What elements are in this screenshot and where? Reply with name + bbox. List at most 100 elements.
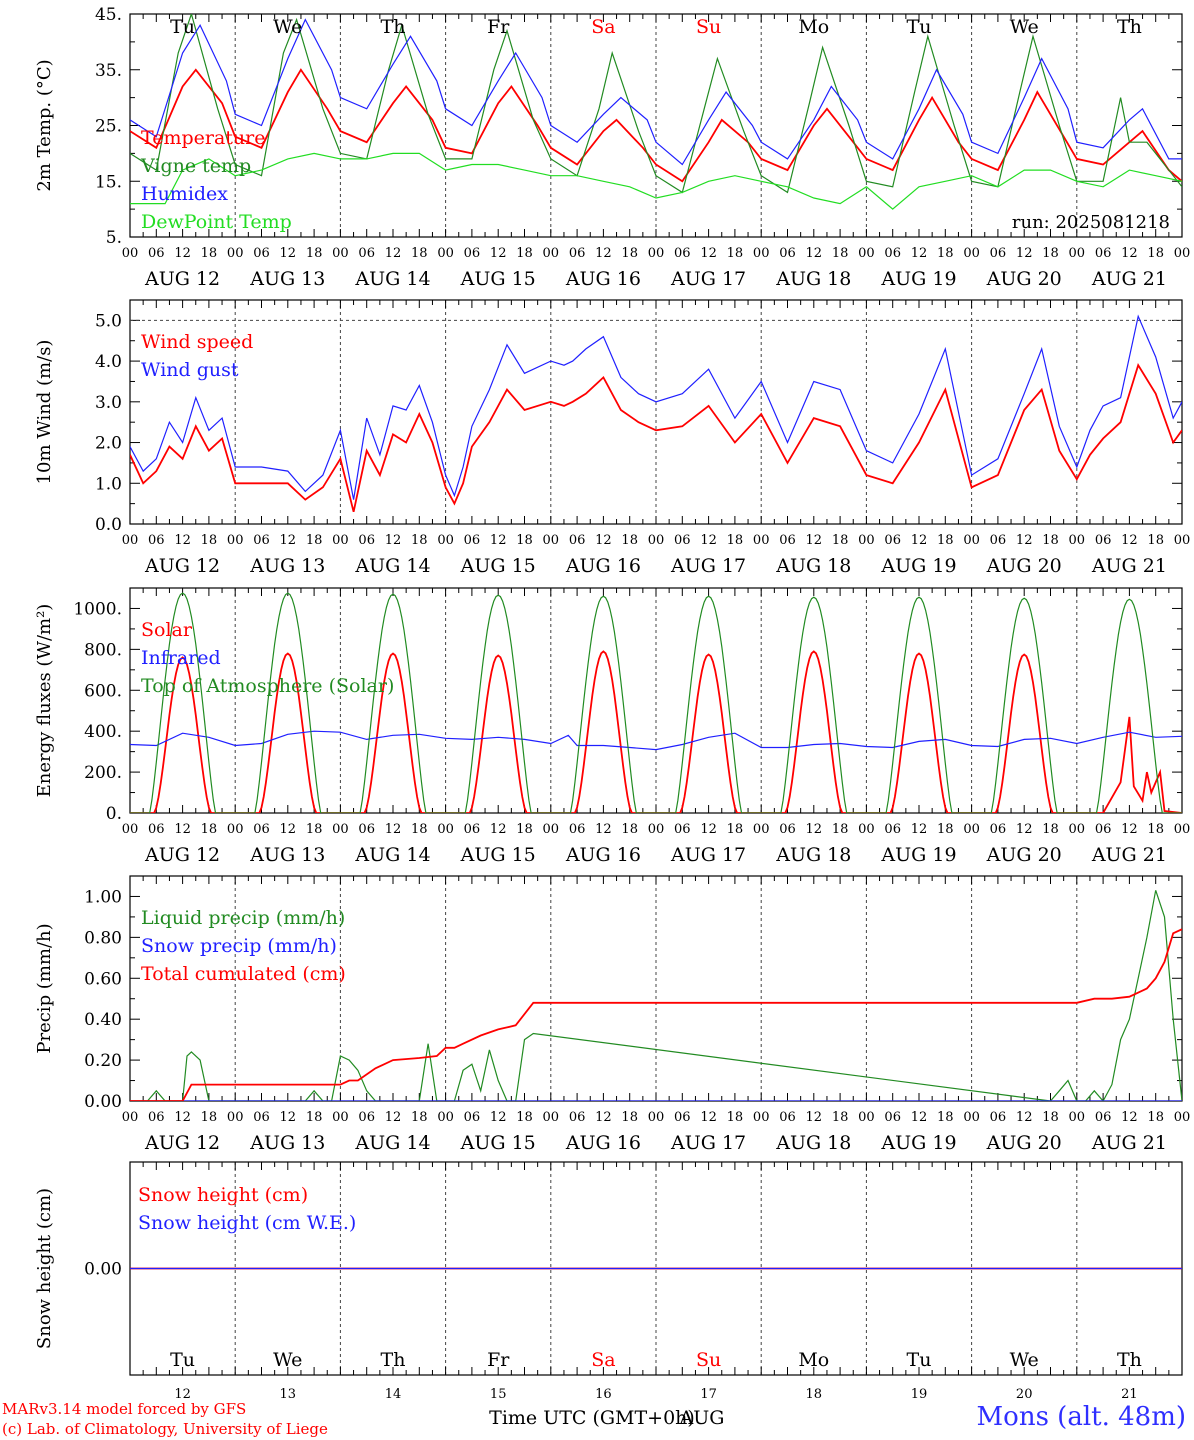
hour-tick-label: 00 (963, 822, 980, 837)
hour-tick-label: 06 (884, 822, 901, 837)
hour-tick-label: 18 (937, 533, 954, 548)
hour-tick-label: 06 (358, 533, 375, 548)
y-tick-label: 0.20 (84, 1051, 122, 1071)
date-label: AUG 15 (460, 555, 536, 577)
hour-tick-label: 18 (1147, 246, 1164, 261)
hour-tick-label: 12 (280, 822, 297, 837)
panel-5: 0.00 Snow height (cm) Snow height (cm) Snow… (34, 1161, 1183, 1376)
hour-tick-label: 12 (911, 533, 928, 548)
date-label: AUG 15 (460, 844, 536, 866)
hour-tick-label: 18 (516, 246, 533, 261)
series-group (130, 592, 1182, 813)
hour-tick-label: 12 (911, 1110, 928, 1125)
weekday-label-bottom: Th (381, 1349, 406, 1371)
hour-tick-label: 06 (253, 1110, 270, 1125)
series-line-infrared (130, 730, 1182, 751)
hour-tick-label: 18 (516, 822, 533, 837)
date-label: AUG 18 (775, 268, 851, 290)
hour-tick-label: 12 (1016, 1110, 1033, 1125)
legend-entry: Humidex (141, 183, 228, 205)
hour-tick-label: 06 (464, 822, 481, 837)
date-label: AUG 17 (670, 555, 746, 577)
hour-tick-label: 00 (963, 1110, 980, 1125)
hour-tick-label: 18 (621, 533, 638, 548)
date-label: AUG 15 (460, 1132, 536, 1154)
weekday-label-top: Fr (487, 16, 510, 38)
hour-tick-label: 18 (516, 1110, 533, 1125)
y-tick-label: 400. (84, 722, 122, 742)
date-label: AUG 18 (775, 555, 851, 577)
day-number-label: 18 (806, 1387, 823, 1402)
hour-tick-label: 00 (1174, 246, 1191, 261)
date-label: AUG 12 (144, 844, 220, 866)
hour-tick-label: 00 (858, 822, 875, 837)
y-axis-label: Energy fluxes (W/m²) (34, 604, 55, 798)
y-tick-label: 0.80 (84, 928, 122, 948)
hour-tick-label: 00 (753, 1110, 770, 1125)
legend-entry: Wind speed (141, 331, 253, 353)
hour-tick-label: 12 (490, 822, 507, 837)
date-label: AUG 13 (249, 268, 325, 290)
hour-tick-label: 06 (884, 1110, 901, 1125)
hour-tick-label: 00 (543, 1110, 560, 1125)
hour-tick-label: 06 (674, 533, 691, 548)
hour-tick-label: 12 (700, 533, 717, 548)
panel-1: 5. 15. 25. 35. 45. 2m Temp. (°C) Temperature Vi… (34, 5, 1190, 290)
legend-entry: Infrared (141, 647, 221, 669)
hour-tick-label: 06 (884, 533, 901, 548)
series-line-wind-gust (130, 314, 1182, 500)
y-tick-label: 0.0 (95, 515, 122, 535)
date-label: AUG 14 (354, 268, 430, 290)
x-axis-month: AUG (679, 1407, 725, 1429)
legend-entry: Snow precip (mm/h) (141, 935, 337, 957)
y-tick-label: 0.00 (84, 1092, 122, 1112)
hour-tick-label: 06 (569, 822, 586, 837)
date-label: AUG 20 (986, 1132, 1062, 1154)
run-annotation: run: 2025081218 (1012, 212, 1170, 233)
hour-tick-label: 06 (464, 1110, 481, 1125)
hour-tick-label: 12 (700, 246, 717, 261)
weekday-label-bottom: We (1010, 1349, 1039, 1371)
hour-tick-label: 06 (1095, 1110, 1112, 1125)
date-label: AUG 20 (986, 844, 1062, 866)
y-tick-label: 5. (106, 228, 122, 248)
legend-entry: Vigne temp (140, 155, 251, 177)
hour-tick-label: 00 (332, 1110, 349, 1125)
hour-tick-label: 12 (174, 822, 191, 837)
date-label: AUG 19 (880, 844, 956, 866)
date-label: AUG 12 (144, 268, 220, 290)
legend-entry: Liquid precip (mm/h) (141, 907, 345, 929)
legend-entry: Snow height (cm) (138, 1184, 308, 1206)
series-line-top-of-atmosphere-solar- (130, 592, 1182, 813)
y-tick-label: 200. (84, 763, 122, 783)
hour-tick-label: 06 (884, 246, 901, 261)
hour-tick-label: 06 (1095, 822, 1112, 837)
hour-tick-label: 06 (464, 246, 481, 261)
hour-tick-label: 12 (595, 246, 612, 261)
lab-credit: (c) Lab. of Climatology, University of L… (2, 1420, 328, 1438)
hour-tick-label: 00 (648, 533, 665, 548)
hour-tick-label: 12 (1016, 533, 1033, 548)
hour-tick-label: 18 (1147, 822, 1164, 837)
day-number-label: 20 (1016, 1387, 1033, 1402)
hour-tick-label: 12 (595, 822, 612, 837)
hour-tick-label: 12 (385, 246, 402, 261)
series-line-solar (130, 650, 1182, 813)
date-label: AUG 13 (249, 844, 325, 866)
hour-tick-label: 18 (201, 1110, 218, 1125)
hour-tick-label: 06 (253, 533, 270, 548)
hour-tick-label: 12 (911, 822, 928, 837)
hour-tick-label: 12 (385, 533, 402, 548)
hour-tick-label: 06 (569, 246, 586, 261)
legend-entry: Snow height (cm W.E.) (138, 1212, 356, 1234)
hour-tick-label: 18 (937, 246, 954, 261)
hour-tick-label: 12 (1121, 246, 1138, 261)
weekday-label-top: We (1010, 16, 1039, 38)
day-number-label: 15 (490, 1387, 507, 1402)
y-tick-label: 25. (95, 117, 122, 137)
hour-tick-label: 18 (306, 1110, 323, 1125)
date-label: AUG 21 (1091, 1132, 1167, 1154)
hour-tick-label: 00 (753, 533, 770, 548)
y-tick-label: 0.40 (84, 1010, 122, 1030)
date-label: AUG 12 (144, 555, 220, 577)
